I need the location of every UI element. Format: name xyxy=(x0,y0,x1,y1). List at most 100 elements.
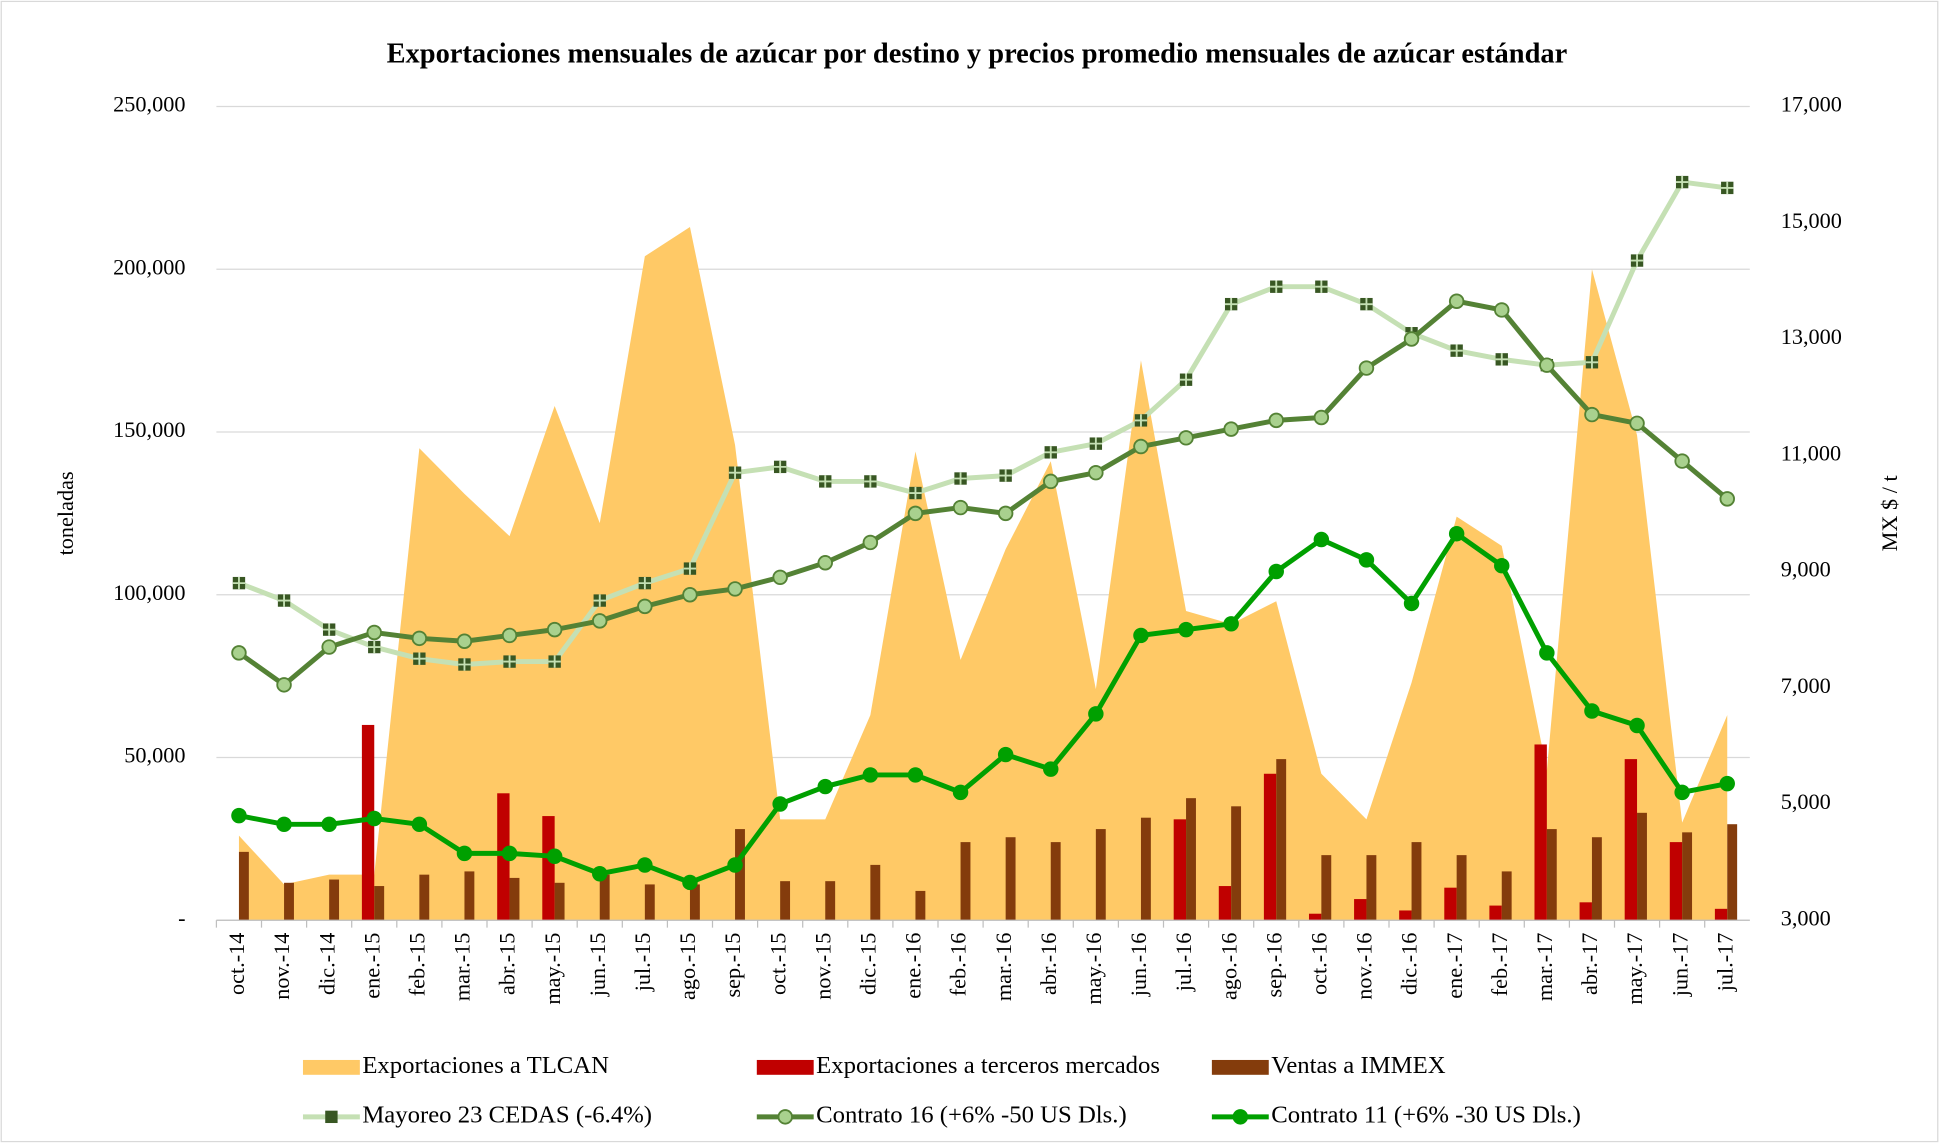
bar xyxy=(284,882,294,921)
x-tick-label: dic.-16 xyxy=(1397,933,1422,995)
x-tick-label: jul.-15 xyxy=(630,933,655,993)
marker-cross xyxy=(683,562,697,575)
legend-label: Ventas a IMMEX xyxy=(1271,1052,1446,1079)
line-marker xyxy=(637,857,653,873)
bar xyxy=(329,879,340,921)
marker-cross xyxy=(1179,373,1193,386)
line-marker xyxy=(907,505,924,522)
marker-cross xyxy=(909,486,922,500)
line-marker xyxy=(1494,302,1510,318)
line-marker xyxy=(276,816,292,833)
bar xyxy=(374,886,385,921)
line-marker xyxy=(817,778,833,795)
y-tick-label: 50,000 xyxy=(124,743,185,768)
bar xyxy=(509,877,520,921)
x-tick-label: ago.-15 xyxy=(675,933,700,1000)
marker-cross xyxy=(638,576,652,590)
marker-cross xyxy=(1630,254,1644,267)
legend-label: Exportaciones a terceros mercados xyxy=(816,1052,1160,1079)
bar xyxy=(644,884,655,921)
bar xyxy=(1591,837,1602,921)
line-marker xyxy=(276,677,292,693)
bar xyxy=(870,864,881,921)
marker-cross xyxy=(1360,297,1373,311)
line-marker xyxy=(321,816,337,833)
line-marker xyxy=(411,816,428,833)
x-tick-label: jul.-16 xyxy=(1171,933,1196,993)
bar xyxy=(1411,842,1422,921)
x-tick-label: oct.-14 xyxy=(224,933,249,995)
bar xyxy=(780,881,791,921)
marker-cross xyxy=(322,623,336,636)
line-marker xyxy=(1178,621,1194,638)
marker-cross xyxy=(503,655,516,668)
y2-tick-label: 5,000 xyxy=(1781,789,1831,814)
bar xyxy=(1456,855,1467,921)
line xyxy=(238,179,1728,667)
marker-cross xyxy=(548,655,561,668)
y2-tick-label: 15,000 xyxy=(1781,208,1842,233)
bar xyxy=(1714,908,1728,921)
legend-label: Exportaciones a TLCAN xyxy=(362,1052,609,1079)
line-marker xyxy=(1133,438,1149,455)
line-marker xyxy=(1448,525,1465,542)
x-tick-label: jun.-17 xyxy=(1667,933,1692,998)
line-marker xyxy=(231,807,247,824)
bar xyxy=(419,874,430,921)
line-marker xyxy=(772,796,788,812)
bar xyxy=(1637,812,1647,921)
marker-cross xyxy=(413,652,426,665)
line-marker xyxy=(321,639,337,655)
bar xyxy=(1005,837,1016,921)
y-axis-label: toneladas xyxy=(53,471,78,555)
bar xyxy=(1727,824,1738,921)
line-marker xyxy=(501,627,518,644)
line-marker xyxy=(862,534,879,551)
y2-tick-label: 9,000 xyxy=(1781,557,1831,582)
bar xyxy=(1399,910,1412,921)
line-marker xyxy=(1403,595,1420,612)
bar xyxy=(542,816,555,921)
x-tick-label: ago.-16 xyxy=(1216,933,1241,1000)
bar xyxy=(1669,842,1683,921)
y-tick-label: 200,000 xyxy=(113,254,185,279)
y2-axis-label: MX $ / t xyxy=(1877,475,1902,552)
marker-cross xyxy=(593,594,606,607)
legend-swatch xyxy=(756,1059,814,1075)
x-tick-label: feb.-16 xyxy=(946,933,971,997)
line-marker xyxy=(952,784,969,801)
line-marker xyxy=(1629,717,1645,734)
x-tick-label: mar.-17 xyxy=(1532,933,1557,1002)
line-marker xyxy=(366,624,382,641)
line-marker xyxy=(862,767,879,783)
x-tick-label: ene.-17 xyxy=(1442,933,1467,999)
marker-cross xyxy=(277,594,291,607)
line-marker xyxy=(997,505,1014,522)
x-tick-label: mar.-15 xyxy=(450,933,475,1002)
bar xyxy=(1534,744,1547,921)
x-tick-label: mar.-16 xyxy=(991,933,1016,1002)
bar xyxy=(1354,899,1367,921)
bar xyxy=(689,884,700,921)
area xyxy=(238,226,1728,921)
line-marker xyxy=(1448,293,1465,309)
line-marker xyxy=(1268,563,1284,580)
line-marker xyxy=(727,857,743,873)
bar xyxy=(735,829,745,921)
bar xyxy=(1546,829,1557,921)
line-marker xyxy=(1223,421,1239,437)
line-marker xyxy=(1088,464,1104,481)
legend-marker xyxy=(325,1110,338,1124)
bar xyxy=(825,881,836,921)
x-tick-label: abr.-15 xyxy=(495,933,520,995)
bar xyxy=(1624,759,1638,921)
x-tick-label: jun.-16 xyxy=(1126,933,1151,998)
y2-tick-label: 11,000 xyxy=(1781,440,1841,465)
marker-cross xyxy=(728,466,742,479)
bar xyxy=(915,890,926,921)
y-tick-label: 100,000 xyxy=(113,580,185,605)
bar xyxy=(1231,806,1242,921)
x-tick-label: feb.-15 xyxy=(404,933,429,997)
marker-cross xyxy=(954,472,967,485)
